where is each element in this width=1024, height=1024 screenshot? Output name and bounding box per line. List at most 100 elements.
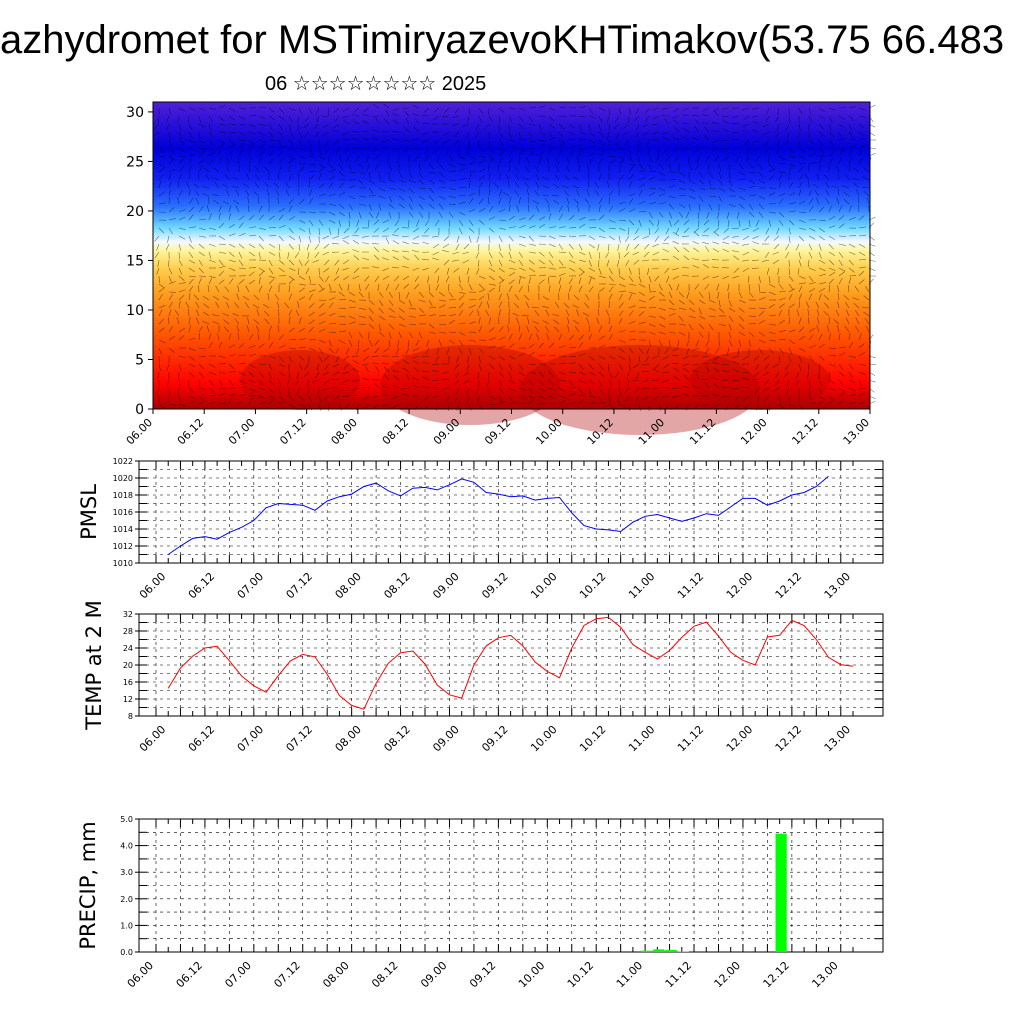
wind-arrow [518,251,524,259]
wind-arrow [768,291,776,296]
wind-arrow [818,273,826,277]
wind-arrow [412,242,420,245]
wind-arrow [322,371,330,376]
wind-arrow [194,190,200,197]
wind-arrow [578,363,584,370]
wind-arrow [308,293,313,301]
wind-arrow [638,299,646,303]
wind-arrow [158,363,161,371]
precip-y-tick-label: 5.0 [120,815,133,824]
wind-arrow [318,173,322,181]
wind-arrow [308,347,316,351]
wind-arrow [808,293,813,301]
wind-arrow [228,233,236,237]
wind-arrow [398,331,402,339]
wind-arrow [505,173,510,181]
wind-arrow [258,251,261,259]
wind-arrow [392,240,400,245]
wind-arrow [298,131,303,139]
wind-arrow [732,115,740,118]
wind-arrow [828,151,835,157]
wind-arrow [578,271,585,277]
temp-y-axis-title: TEMP at 2 M [82,600,106,731]
wind-arrow [542,185,550,189]
wind-arrow [683,255,690,261]
precip-y-tick-label: 4.0 [120,842,133,851]
wind-arrow [855,317,860,325]
wind-arrow [838,363,844,370]
wind-arrow [722,370,730,373]
wind-arrow [294,379,300,387]
wind-arrow [643,395,650,401]
wind-arrow [488,363,495,370]
wind-arrow [678,187,686,191]
wind-arrow [798,227,806,230]
wind-arrow [168,387,170,396]
pmsl-y-tick-label: 1012 [113,542,133,551]
wind-arrow [806,371,810,379]
wind-arrow [188,251,194,258]
wind-arrow [412,113,420,117]
wind-arrow [788,267,790,276]
wind-arrow [304,363,310,370]
wind-arrow [188,275,196,278]
wind-arrow [478,283,485,290]
wind-arrow [442,249,450,253]
wind-arrow [765,115,770,123]
wind-arrow [818,259,826,264]
wind-arrow [352,147,360,150]
wind-arrow [565,309,570,317]
wind-arrow [672,240,680,245]
wind-arrow [828,205,832,213]
wind-arrow [762,371,770,376]
wind-arrow [218,222,225,229]
wind-arrow [212,321,220,325]
wind-arrow [818,379,823,387]
wind-arrow [838,379,844,386]
wind-arrow [838,346,846,349]
wind-arrow [198,267,204,274]
wind-arrow [812,183,820,189]
wind-arrow [628,330,636,333]
wind-arrow [633,235,640,241]
wind-arrow [755,363,760,371]
wind-arrow [808,267,816,271]
wind-arrow [702,107,710,112]
wind-arrow [778,181,782,189]
wind-arrow [297,387,300,395]
wind-arrow [638,200,646,205]
wind-arrow [678,331,686,336]
wind-arrow [748,163,755,169]
wind-arrow [258,270,265,277]
wind-arrow [692,114,700,117]
wind-arrow [623,123,630,129]
wind-arrow [178,189,183,197]
wind-arrow [808,107,812,115]
wind-arrow [688,179,696,184]
wind-arrow [856,189,860,197]
wind-arrow [237,285,240,293]
wind-arrow [845,173,850,181]
wind-arrow [798,200,806,205]
wind-arrow [248,271,255,277]
wind-arrow [202,186,210,189]
wind-arrow [268,150,274,157]
wind-arrow [578,243,583,251]
wind-arrow [218,123,226,126]
wind-arrow [717,211,720,219]
wind-arrow [618,302,624,309]
wind-arrow [228,123,237,125]
wind-arrow [858,131,866,136]
wind-arrow [286,379,290,387]
wind-arrow [318,275,324,282]
wind-arrow [608,316,610,325]
wind-arrow [738,339,742,347]
wind-arrow [212,177,220,181]
wind-arrow [248,345,256,349]
wind-arrow [861,187,870,189]
wind-arrow [352,368,360,373]
wind-arrow [708,299,716,304]
wind-arrow [588,401,596,405]
wind-arrow [652,267,660,270]
